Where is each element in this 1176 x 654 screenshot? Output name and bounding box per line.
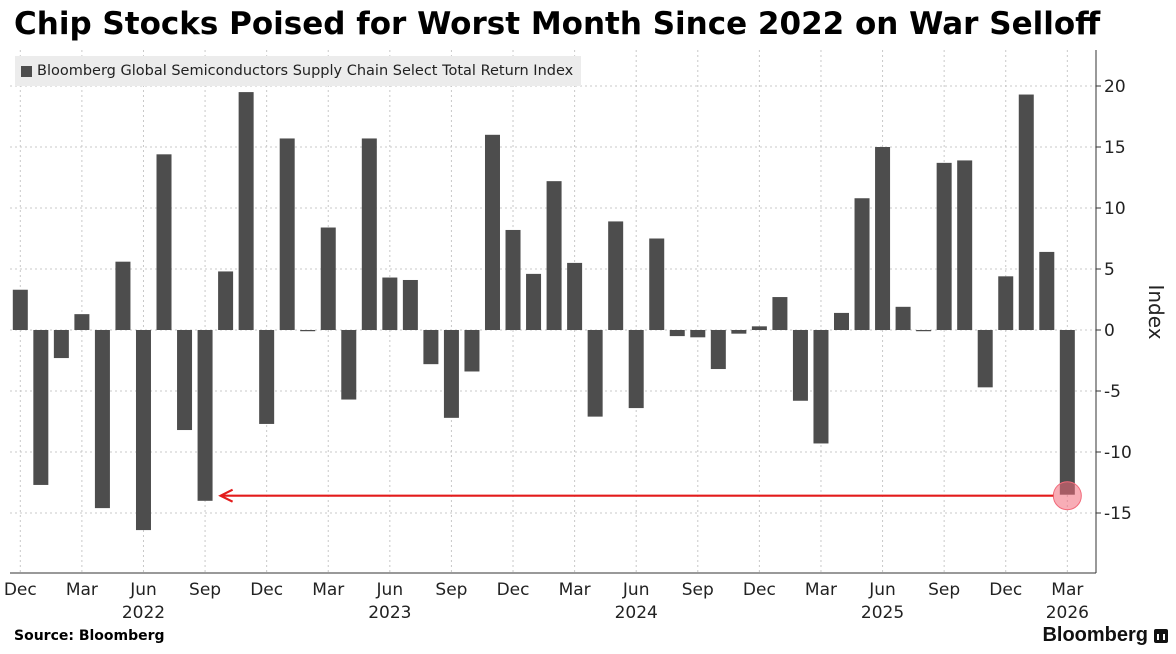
bar [1018, 94, 1034, 330]
bar [1039, 251, 1055, 330]
bar [197, 330, 213, 501]
bar [218, 271, 234, 330]
bar [690, 330, 706, 338]
bar [772, 297, 788, 330]
bar [156, 154, 172, 330]
bar [731, 330, 747, 334]
bar [279, 138, 295, 330]
y-tick-label: 5 [1104, 260, 1115, 280]
bar [177, 330, 193, 431]
x-year-label: 2025 [861, 603, 904, 623]
bar [834, 312, 849, 330]
bar [238, 92, 254, 330]
x-tick-label: Sep [682, 580, 714, 600]
legend-label: Bloomberg Global Semiconductors Supply C… [37, 63, 574, 79]
chart-title: Chip Stocks Poised for Worst Month Since… [14, 6, 1101, 42]
bloomberg-logo: Bloomberg [1042, 624, 1168, 647]
bar [259, 330, 275, 424]
bar [484, 134, 500, 330]
bar [546, 181, 562, 330]
bars [12, 92, 1075, 531]
x-tick-label: Mar [1051, 580, 1083, 600]
bar [443, 330, 459, 418]
x-tick-label: Sep [189, 580, 221, 600]
bar [74, 314, 90, 330]
bar [94, 330, 110, 509]
bar [12, 289, 28, 330]
bar [341, 330, 357, 400]
bar [875, 147, 891, 330]
x-tick-label: Jun [376, 580, 404, 600]
y-tick-label: -15 [1104, 504, 1132, 524]
x-tick-label: Dec [497, 580, 530, 600]
x-tick-label: Jun [129, 580, 157, 600]
bar [854, 198, 870, 330]
bar [115, 261, 131, 330]
x-tick-label: Jun [868, 580, 896, 600]
legend: Bloomberg Global Semiconductors Supply C… [15, 56, 582, 86]
bar [464, 330, 480, 372]
bar [813, 330, 829, 444]
bar [608, 221, 624, 330]
bar [567, 262, 583, 330]
bar [895, 306, 911, 330]
y-tick-label: 0 [1104, 321, 1115, 341]
bar [1059, 330, 1075, 495]
bar [361, 138, 377, 330]
x-tick-label: Dec [743, 580, 776, 600]
bar [977, 330, 993, 388]
legend-swatch [21, 65, 32, 77]
bar [916, 330, 932, 332]
annotation [218, 481, 1082, 511]
terminal-icon [1154, 628, 1168, 643]
bar [33, 330, 49, 485]
highlight-circle [1052, 481, 1082, 511]
bar [587, 330, 603, 417]
y-tick-label: 15 [1104, 138, 1126, 158]
brand-name: Bloomberg [1042, 624, 1148, 646]
bar [135, 330, 151, 531]
x-year-label: 2026 [1046, 603, 1089, 623]
bar [402, 279, 418, 330]
bar [710, 330, 726, 370]
bar [936, 162, 952, 330]
bar [526, 273, 542, 330]
arrow-head [218, 488, 234, 503]
bar [320, 227, 336, 330]
x-tick-label: Dec [250, 580, 283, 600]
y-axis-title: Index [1144, 284, 1168, 339]
bar [957, 160, 973, 330]
x-year-label: 2024 [615, 603, 658, 623]
y-tick-label: -5 [1104, 382, 1121, 402]
x-tick-label: Mar [66, 580, 98, 600]
bar [423, 330, 439, 365]
bar [792, 330, 808, 401]
x-tick-label: Mar [805, 580, 837, 600]
x-tick-label: Sep [435, 580, 467, 600]
y-tick-label: -10 [1104, 443, 1132, 463]
source-note: Source: Bloomberg [14, 628, 165, 644]
bar [628, 330, 644, 409]
y-tick-label: 20 [1104, 77, 1126, 97]
x-year-label: 2023 [368, 603, 411, 623]
x-tick-label: Dec [989, 580, 1022, 600]
bar [649, 238, 665, 330]
x-tick-label: Mar [312, 580, 344, 600]
axes: 20 15 10 5 0 -5 -10 -15 Dec Mar Jun Sep Dec Mar Jun Sep… [4, 50, 1168, 623]
bar [669, 330, 685, 337]
x-tick-label: Mar [559, 580, 591, 600]
bar [53, 330, 69, 359]
y-tick-label: 10 [1104, 199, 1126, 219]
x-year-label: 2022 [122, 603, 165, 623]
x-tick-label: Dec [4, 580, 37, 600]
bar [505, 229, 521, 330]
x-tick-label: Jun [622, 580, 650, 600]
bar [300, 330, 316, 332]
bar [998, 276, 1014, 330]
x-tick-label: Sep [928, 580, 960, 600]
bar [382, 277, 398, 330]
bar [751, 326, 767, 330]
